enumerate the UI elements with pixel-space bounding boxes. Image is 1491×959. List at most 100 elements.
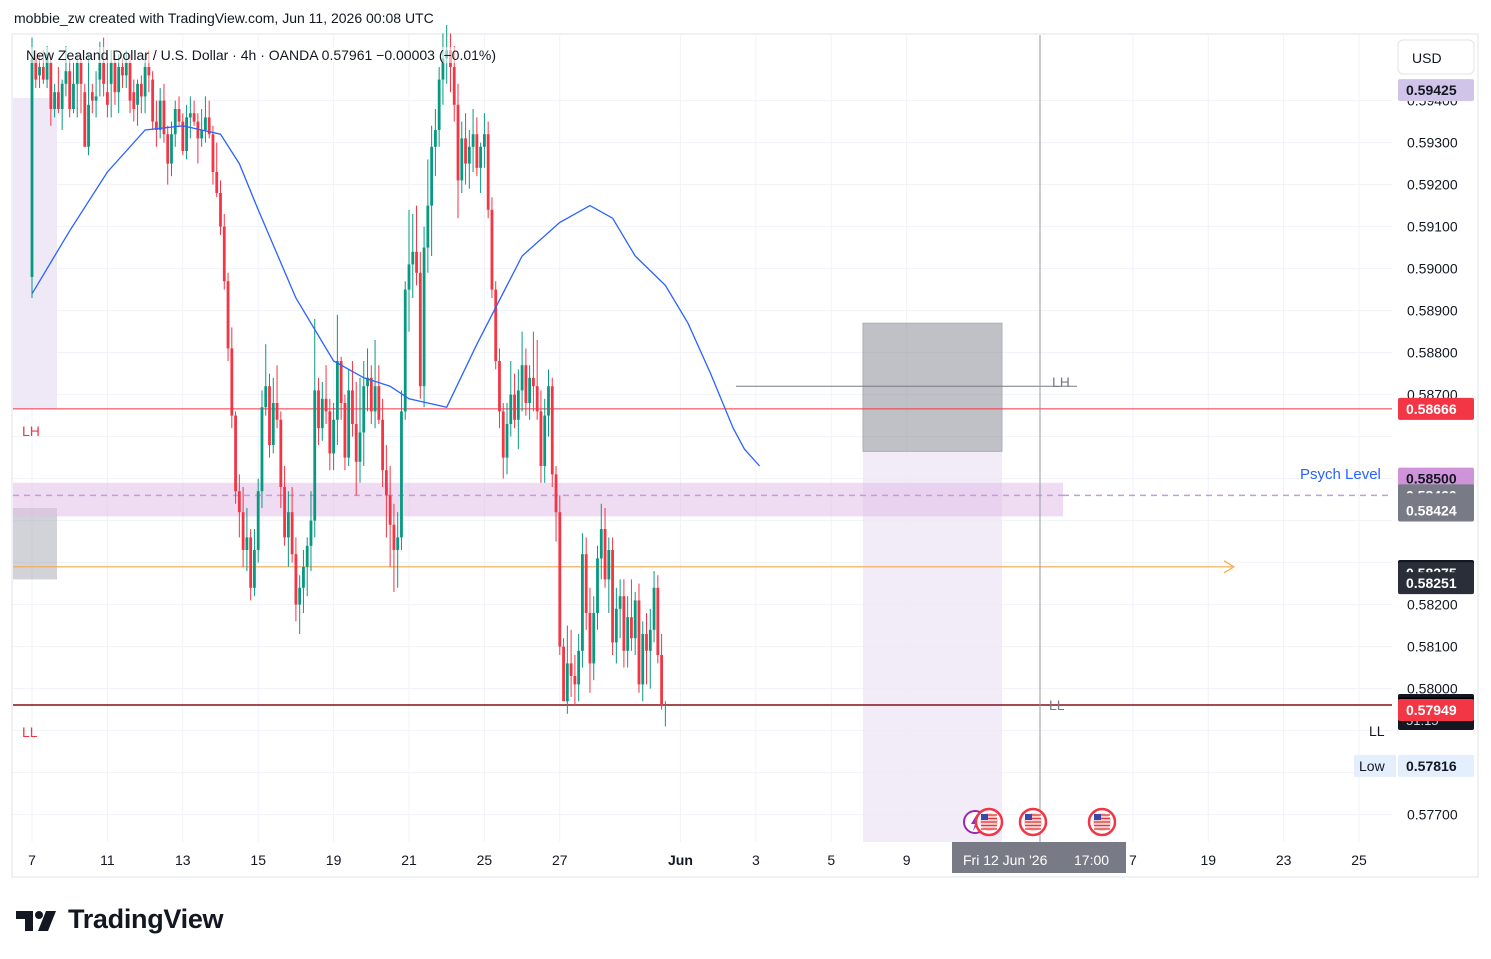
candle-up[interactable] [253, 550, 256, 588]
candle-down[interactable] [237, 491, 241, 513]
candle-up[interactable] [332, 419, 335, 454]
candle-up[interactable] [72, 83, 75, 109]
candle-down[interactable] [369, 377, 373, 412]
candle-up[interactable] [396, 537, 400, 550]
candle-up[interactable] [188, 113, 192, 118]
candle-down[interactable] [34, 58, 38, 80]
symbol-legend[interactable]: New Zealand Dollar / U.S. Dollar · 4h · … [24, 47, 499, 63]
candle-up[interactable] [30, 58, 34, 277]
candle-down[interactable] [456, 104, 460, 181]
candle-up[interactable] [271, 403, 275, 445]
candle-down[interactable] [611, 550, 614, 643]
candle-down[interactable] [192, 113, 196, 122]
candle-down[interactable] [573, 676, 577, 685]
candle-up[interactable] [298, 587, 302, 605]
candle-down[interactable] [128, 62, 132, 101]
candle-up[interactable] [320, 398, 324, 429]
candle-up[interactable] [136, 83, 139, 105]
candle-down[interactable] [569, 663, 573, 676]
candle-down[interactable] [532, 377, 535, 387]
candle-up[interactable] [64, 71, 68, 84]
candle-down[interactable] [317, 390, 320, 429]
candle-down[interactable] [83, 92, 87, 147]
candle-down[interactable] [475, 134, 479, 168]
candle-up[interactable] [38, 67, 41, 76]
candle-up[interactable] [98, 62, 102, 80]
candle-up[interactable] [648, 629, 652, 651]
candle-up[interactable] [411, 251, 415, 265]
candle-up[interactable] [302, 566, 305, 588]
candle-up[interactable] [117, 67, 121, 93]
candle-up[interactable] [565, 663, 569, 702]
candle-down[interactable] [102, 62, 106, 84]
candle-up[interactable] [305, 545, 309, 567]
candle-up[interactable] [403, 289, 407, 412]
candle-up[interactable] [433, 130, 437, 147]
candle-down[interactable] [486, 134, 490, 210]
brand[interactable]: TradingView [16, 904, 224, 935]
candle-down[interactable] [162, 100, 166, 135]
candle-up[interactable] [158, 100, 162, 130]
candle-down[interactable] [588, 613, 592, 664]
candle-up[interactable] [626, 617, 630, 651]
candle-down[interactable] [56, 92, 60, 109]
candle-down[interactable] [49, 62, 53, 109]
candle-up[interactable] [430, 146, 434, 206]
candle-up[interactable] [400, 411, 403, 538]
candle-up[interactable] [641, 634, 645, 685]
candle-down[interactable] [268, 386, 271, 445]
candle-up[interactable] [505, 424, 509, 458]
candle-down[interactable] [79, 62, 83, 84]
candle-down[interactable] [90, 92, 94, 101]
candle-down[interactable] [637, 600, 641, 685]
candle-up[interactable] [45, 54, 49, 80]
candle-up[interactable] [471, 134, 475, 147]
candle-up[interactable] [520, 365, 524, 391]
candle-down[interactable] [622, 596, 626, 651]
candle-up[interactable] [204, 117, 207, 130]
candle-up[interactable] [581, 554, 584, 651]
candle-down[interactable] [392, 524, 396, 550]
candle-down[interactable] [155, 121, 158, 130]
candle-down[interactable] [41, 67, 45, 80]
candle-up[interactable] [479, 146, 483, 168]
candle-down[interactable] [294, 554, 298, 605]
candle-up[interactable] [170, 134, 173, 164]
candle-up[interactable] [483, 134, 486, 147]
candle-down[interactable] [554, 474, 558, 513]
candle-up[interactable] [614, 608, 618, 643]
candle-up[interactable] [460, 138, 464, 181]
candle-down[interactable] [166, 134, 170, 164]
candle-down[interactable] [384, 470, 388, 496]
candle-up[interactable] [607, 550, 611, 580]
candle-down[interactable] [584, 554, 588, 613]
candle-down[interactable] [113, 62, 117, 93]
candle-up[interactable] [441, 58, 445, 80]
candle-down[interactable] [351, 390, 354, 424]
candle-down[interactable] [539, 411, 543, 466]
candle-down[interactable] [147, 67, 151, 76]
candle-down[interactable] [343, 403, 347, 458]
candle-up[interactable] [407, 264, 411, 290]
candle-down[interactable] [524, 365, 528, 403]
candle-down[interactable] [249, 537, 253, 588]
candle-down[interactable] [132, 92, 136, 109]
candle-down[interactable] [207, 117, 211, 135]
candle-up[interactable] [547, 386, 550, 416]
candle-up[interactable] [633, 600, 637, 639]
candle-down[interactable] [339, 361, 343, 403]
candle-down[interactable] [656, 587, 660, 655]
candle-down[interactable] [139, 83, 143, 97]
candle-up[interactable] [264, 386, 268, 408]
candle-down[interactable] [660, 655, 663, 706]
candle-down[interactable] [279, 419, 283, 487]
us-flag-event-icon[interactable] [974, 807, 1004, 837]
candle-down[interactable] [151, 79, 155, 122]
candle-up[interactable] [313, 390, 317, 521]
candle-down[interactable] [464, 138, 467, 164]
candle-down[interactable] [498, 361, 501, 412]
candle-down[interactable] [121, 67, 124, 76]
candle-down[interactable] [550, 386, 554, 475]
candle-up[interactable] [426, 205, 430, 248]
